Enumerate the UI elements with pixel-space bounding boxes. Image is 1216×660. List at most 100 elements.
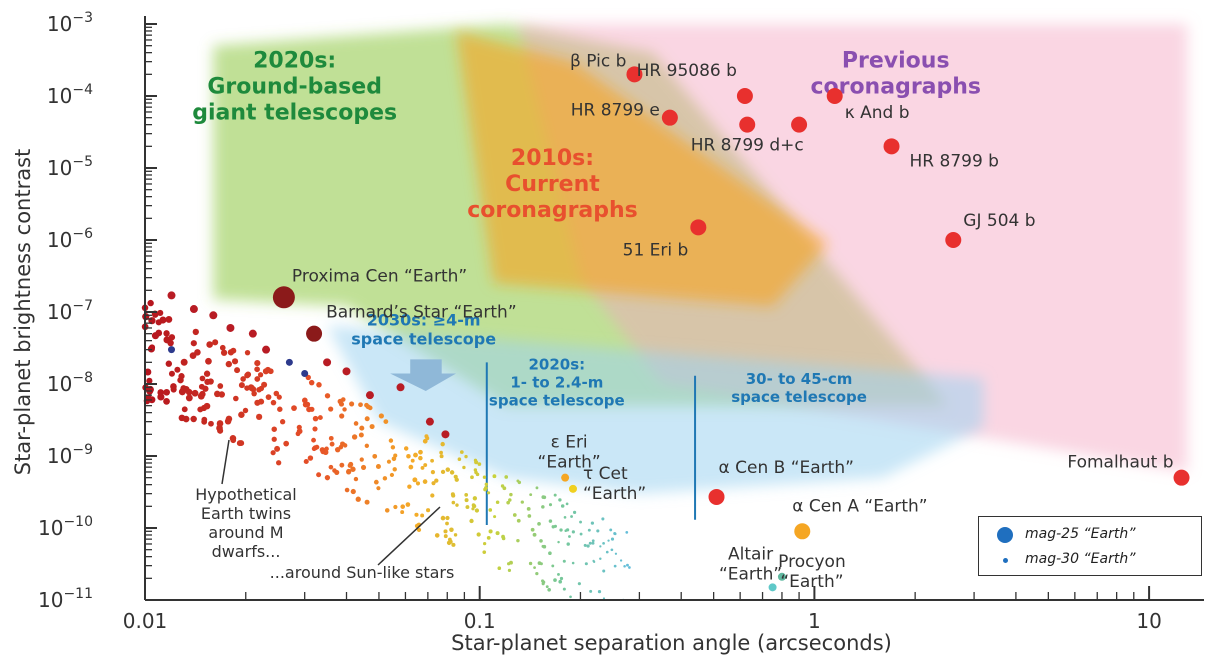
earth-twin-point	[610, 537, 615, 541]
data-point	[736, 88, 753, 104]
annotation-leader	[221, 439, 230, 485]
earth-twin-point	[358, 432, 364, 438]
earth-twin-point	[569, 595, 572, 599]
earth-twin-point	[451, 493, 456, 498]
earth-twin-point	[568, 535, 571, 538]
earth-twin-point	[202, 385, 209, 392]
earth-twin-point	[329, 441, 335, 447]
point-label: τ Cet “Earth”	[583, 464, 646, 504]
earth-twin-point	[312, 426, 318, 432]
earth-twin-point	[349, 401, 355, 407]
earth-twin-point	[205, 357, 212, 365]
earth-twin-point	[146, 377, 153, 384]
earth-twin-point	[572, 510, 577, 514]
earth-twin-point	[199, 375, 206, 382]
earth-twin-point	[493, 515, 497, 519]
earth-twin-point	[225, 360, 232, 368]
earth-twin-point	[532, 532, 537, 537]
earth-twin-point	[413, 452, 418, 458]
earth-twin-point	[364, 416, 370, 422]
annotation-line: Hypothetical	[195, 485, 296, 504]
earth-twin-point	[383, 419, 389, 424]
earth-twin-point	[191, 389, 199, 397]
earth-twin-point	[497, 566, 502, 571]
y-tick-exponent: −10	[63, 514, 93, 530]
region-title-line: space telescope	[489, 391, 625, 409]
region-title: 30- to 45-cm space telescope	[731, 370, 867, 406]
earth-twin-point	[545, 585, 549, 589]
earth-twin-point	[488, 529, 493, 534]
earth-twin-point	[251, 390, 257, 397]
earth-twin-point	[204, 378, 211, 385]
y-tick-base: 10	[47, 84, 72, 108]
earth-twin-point	[443, 529, 448, 534]
earth-twin-point	[219, 344, 226, 351]
earth-twin-point	[434, 478, 439, 483]
earth-twin-point	[449, 527, 454, 533]
data-point	[561, 473, 570, 482]
earth-twin-point	[559, 576, 564, 581]
earth-twin-point	[406, 453, 411, 459]
earth-twin-point	[328, 406, 334, 412]
point-label: α Cen A “Earth”	[792, 496, 927, 516]
earth-twin-point	[177, 376, 184, 384]
earth-twin-point	[245, 371, 252, 378]
region-layer	[213, 24, 1188, 494]
earth-twin-point	[558, 498, 562, 502]
point-label: HR 8799 e	[571, 101, 660, 121]
earth-twin-point	[418, 455, 423, 461]
earth-twin-point	[449, 470, 455, 475]
earth-twin-point	[168, 334, 176, 341]
divider-layer	[485, 362, 697, 526]
x-axis-label: Star-planet separation angle (arcseconds…	[451, 631, 892, 655]
earth-twin-point	[430, 470, 436, 475]
earth-twin-point	[416, 527, 422, 533]
earth-twin-point	[276, 460, 282, 466]
earth-twin-point	[495, 500, 500, 505]
earth-twin-point	[434, 533, 440, 538]
earth-twin-point	[359, 457, 364, 462]
earth-twin-point	[588, 541, 592, 545]
earth-twin-point	[407, 484, 412, 489]
earth-twin-point	[340, 397, 346, 402]
earth-twin-point	[516, 538, 520, 543]
earth-twin-point	[376, 486, 381, 491]
data-point	[945, 232, 962, 248]
earth-twin-point	[565, 502, 569, 506]
earth-twin-point	[365, 391, 374, 400]
earth-twin-point	[504, 475, 509, 479]
earth-twin-point	[526, 506, 531, 511]
earth-twin-point	[593, 560, 596, 563]
earth-twin-point	[271, 426, 277, 432]
earth-twin-point	[430, 493, 435, 498]
earth-twin-point	[360, 464, 367, 470]
earth-twin-point	[418, 449, 423, 455]
earth-twin-point	[448, 539, 453, 544]
earth-twin-point	[492, 474, 497, 479]
point-label: HR 8799 b	[910, 151, 999, 171]
earth-twin-point	[248, 385, 255, 392]
earth-twin-point	[217, 383, 224, 389]
region-title-line: space telescope	[351, 329, 496, 348]
earth-twin-point	[144, 368, 152, 376]
earth-twin-point	[163, 388, 171, 396]
earth-twin-point	[473, 468, 478, 472]
data-point	[777, 572, 786, 581]
earth-twin-point	[334, 446, 341, 453]
earth-twin-point	[541, 580, 546, 584]
earth-twin-point	[283, 440, 290, 447]
earth-twin-point	[628, 566, 631, 569]
region-title-layer: 2020s: Ground-based giant telescopes2010s:…	[192, 48, 981, 409]
earth-twin-point	[563, 516, 567, 519]
earth-twin-point	[240, 376, 246, 382]
earth-twin-point	[412, 477, 418, 483]
earth-twin-point	[445, 467, 451, 472]
earth-twin-point	[465, 505, 470, 510]
earth-twin-point	[539, 539, 543, 543]
y-tick-label: 10−4	[47, 82, 93, 108]
earth-twin-point	[426, 508, 431, 513]
earth-twin-point	[484, 482, 489, 487]
y-tick-exponent: −6	[72, 226, 93, 242]
earth-twin-point	[324, 393, 331, 399]
